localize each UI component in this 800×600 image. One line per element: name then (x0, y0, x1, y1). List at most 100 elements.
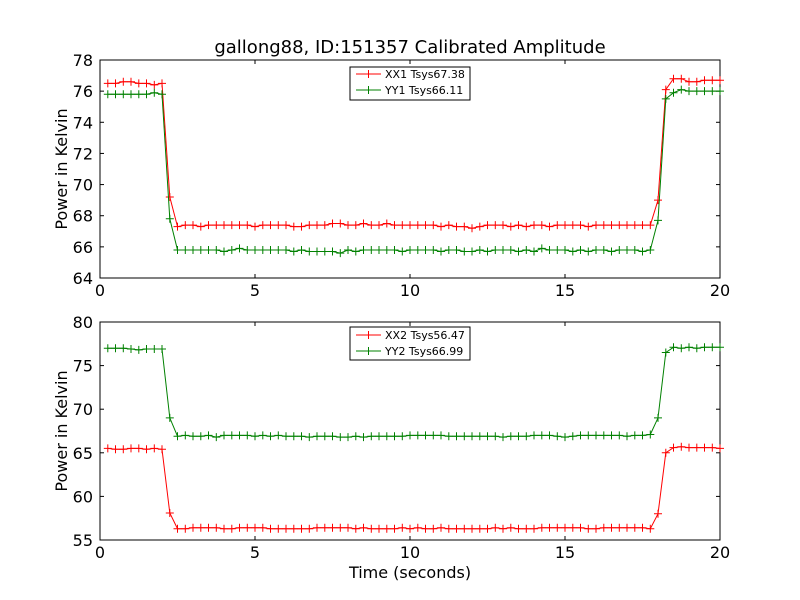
data-point-marker (630, 221, 639, 230)
data-point-marker (382, 524, 391, 533)
data-point-marker (243, 221, 252, 230)
data-point-marker (514, 524, 523, 533)
x-tick-label: 20 (710, 543, 730, 562)
data-point-marker (568, 247, 577, 256)
data-point-marker (227, 524, 236, 533)
data-point-marker (716, 76, 724, 85)
data-point-marker (127, 77, 135, 86)
data-point-marker (499, 246, 507, 254)
data-point-marker (297, 432, 306, 441)
data-point-marker (235, 244, 244, 253)
data-point-marker (406, 246, 414, 254)
x-axis-label: Time (seconds) (348, 563, 471, 582)
data-point-marker (421, 246, 430, 254)
data-point-marker (251, 246, 259, 254)
data-point-marker (398, 247, 407, 256)
data-point-marker (638, 523, 647, 532)
data-point-marker (607, 221, 616, 230)
data-point-marker (359, 433, 368, 442)
data-point-marker (413, 246, 422, 254)
data-point-marker (584, 222, 593, 231)
data-point-marker (313, 523, 321, 532)
data-point-marker (429, 431, 438, 440)
data-point-marker (437, 222, 445, 231)
y-tick-label: 68 (73, 207, 93, 226)
data-point-marker (530, 221, 538, 230)
data-point-marker (390, 221, 399, 230)
data-point-marker (483, 432, 492, 441)
y-axis-label: Power in Kelvin (52, 108, 71, 229)
data-point-marker (561, 246, 569, 254)
data-point-marker (351, 221, 360, 230)
data-point-marker (522, 246, 531, 254)
data-point-marker (530, 524, 538, 533)
data-point-marker (584, 431, 593, 440)
data-point-marker (282, 432, 290, 441)
data-point-marker (615, 431, 624, 440)
data-point-marker (669, 74, 678, 83)
data-point-marker (685, 443, 693, 452)
data-point-marker (103, 444, 112, 453)
data-point-marker (134, 90, 143, 99)
data-point-marker (359, 523, 368, 532)
data-point-marker (437, 523, 445, 532)
data-point-marker (204, 221, 213, 230)
data-point-marker (119, 90, 128, 99)
data-point-marker (716, 87, 724, 96)
data-point-marker (700, 443, 709, 452)
legend-label-xx2: XX2 Tsys56.47 (385, 329, 465, 342)
data-point-marker (599, 431, 608, 440)
top-panel: 0 5 10 15 20 64 66 68 70 72 74 76 78 Power in Kelvin… (52, 51, 730, 300)
data-point-marker (406, 524, 414, 533)
data-point-marker (452, 432, 461, 441)
data-point-marker (382, 246, 391, 254)
data-point-marker (282, 246, 290, 254)
data-point-marker (103, 344, 112, 353)
data-point-marker (251, 432, 259, 441)
data-point-marker (708, 443, 717, 452)
data-point-marker (289, 432, 298, 441)
data-point-marker (111, 79, 120, 88)
data-point-marker (506, 222, 515, 231)
data-point-marker (584, 524, 593, 533)
x-tick-label: 15 (555, 281, 575, 300)
data-point-marker (142, 90, 151, 99)
data-point-marker (545, 431, 554, 440)
data-point-marker (460, 247, 469, 256)
data-point-marker (282, 524, 290, 533)
data-point-marker (367, 246, 376, 254)
data-point-marker (390, 524, 399, 533)
data-point-marker (235, 523, 244, 532)
data-point-marker (235, 431, 244, 440)
data-point-marker (320, 221, 329, 230)
data-point-marker (158, 90, 166, 99)
data-point-marker (537, 221, 546, 230)
data-point-marker (227, 221, 236, 230)
data-point-marker (514, 221, 523, 230)
data-point-marker (483, 247, 492, 256)
data-point-marker (336, 219, 345, 228)
data-point-marker (111, 445, 120, 454)
y-tick-label: 65 (73, 444, 93, 463)
data-point-marker (351, 247, 360, 256)
data-point-marker (654, 196, 662, 205)
data-point-marker (576, 246, 585, 254)
data-point-marker (669, 443, 678, 452)
data-point-marker (189, 246, 197, 254)
data-point-marker (344, 246, 352, 254)
data-point-marker (103, 90, 112, 99)
data-point-marker (344, 523, 352, 532)
data-point-marker (654, 413, 662, 422)
data-point-marker (685, 87, 693, 96)
data-point-marker (142, 345, 151, 353)
data-point-marker (351, 432, 360, 441)
data-point-marker (592, 431, 600, 440)
series-line (107, 78, 720, 229)
data-point-marker (491, 246, 500, 254)
data-point-marker (638, 431, 647, 440)
x-tick-label: 20 (710, 281, 730, 300)
data-point-marker (413, 523, 422, 532)
data-point-marker (592, 221, 600, 230)
data-point-marker (413, 431, 422, 440)
